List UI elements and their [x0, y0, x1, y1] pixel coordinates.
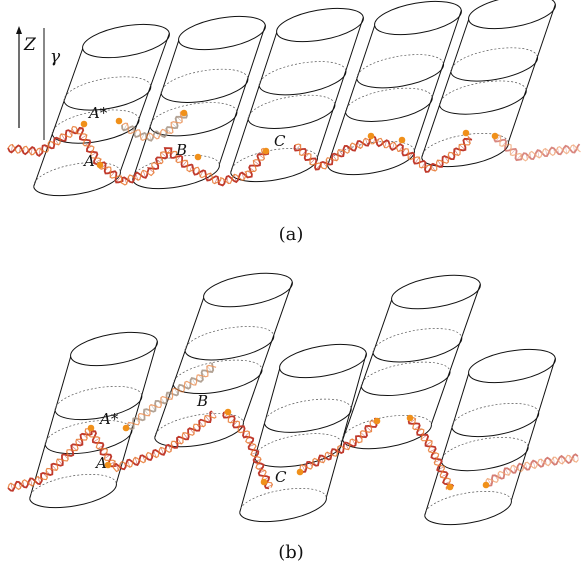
dna-faded-b: [126, 362, 217, 431]
marker-b-4: [224, 408, 232, 416]
cylinder-a-1: [33, 23, 170, 197]
label-b-a: B: [175, 141, 187, 159]
cylinder-a-3: [230, 7, 364, 183]
marker-b-8: [406, 414, 414, 422]
marker-a-4: [180, 109, 188, 117]
z-axis-label: Z: [23, 35, 37, 55]
marker-b-7: [373, 417, 381, 425]
dna-main-a-3: [493, 134, 581, 162]
marker-b-1: [87, 424, 95, 432]
cylinder-a-4: [327, 0, 462, 176]
panel-b: [7, 272, 579, 526]
marker-a-8: [398, 136, 406, 144]
label-a-a: A: [82, 152, 95, 170]
marker-b-9: [446, 483, 454, 491]
label-c-a: C: [274, 132, 286, 150]
marker-b-6: [296, 468, 304, 476]
marker-b-10: [482, 481, 490, 489]
cylinder-b-1: [29, 331, 158, 509]
label-a-star-b: A*: [98, 410, 119, 428]
caption-b: (b): [278, 542, 304, 563]
dna-main-a-2: [293, 135, 473, 173]
marker-a-9: [462, 129, 470, 137]
dna-main-b-4: [407, 417, 455, 490]
marker-b-3: [104, 461, 112, 469]
panel-a: [7, 0, 581, 197]
marker-a-7: [367, 132, 375, 140]
dna-faded-a: [121, 110, 188, 142]
cylinder-b-5: [424, 348, 556, 526]
dna-main-b-1: [7, 410, 217, 492]
label-b-b: B: [196, 392, 208, 410]
dna-main-b-5: [485, 453, 579, 487]
label-a-b: A: [94, 454, 107, 472]
marker-a-6: [262, 147, 270, 155]
z-axis: [16, 26, 45, 140]
cylinder-b-4: [342, 274, 481, 450]
marker-b-2: [122, 424, 130, 432]
marker-b-5: [260, 478, 268, 486]
marker-a-2: [115, 117, 123, 125]
dna-main-b-3: [299, 417, 380, 473]
cylinder-a-5: [421, 0, 556, 168]
marker-a-1: [80, 120, 88, 128]
marker-a-10: [491, 132, 499, 140]
cylinder-a-2: [132, 15, 266, 190]
gamma-label: γ: [50, 47, 61, 67]
cylinder-b-2: [154, 272, 293, 448]
marker-a-5: [194, 153, 202, 161]
label-a-star-a: A*: [87, 104, 108, 122]
caption-a: (a): [279, 224, 304, 245]
label-c-b: C: [275, 468, 287, 486]
marker-a-3: [96, 161, 104, 169]
